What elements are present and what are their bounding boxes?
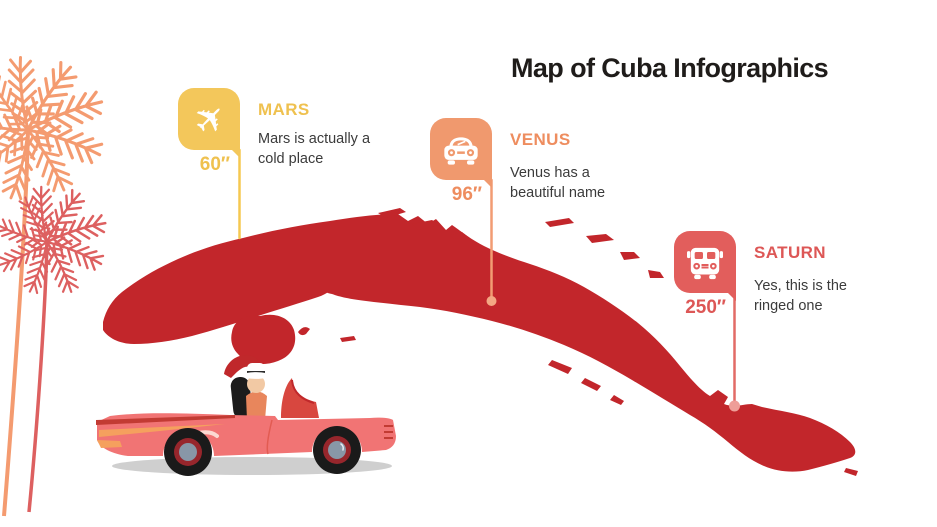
bus-icon (687, 247, 723, 280)
venus-text-block: VENUS Venus has a beautiful name (510, 130, 628, 203)
saturn-pin (674, 231, 736, 293)
car-icon (444, 137, 478, 165)
rear-wheel (164, 428, 212, 476)
venus-endpoint-dot (486, 296, 497, 306)
page-title: Map of Cuba Infographics (511, 53, 829, 83)
plane-icon: ✈ (183, 92, 238, 146)
venus-pin (430, 118, 492, 180)
marker-title: MARS (258, 100, 310, 119)
marker-title: VENUS (510, 130, 571, 149)
mars-pin: ✈ (178, 88, 240, 150)
saturn-endpoint-dot (729, 400, 740, 412)
marker-value: 96″ (451, 184, 482, 205)
marker-saturn: SATURN Yes, this is the ringed one 250″ (674, 231, 904, 351)
marker-value: 60″ (199, 154, 230, 175)
front-wheel (313, 426, 361, 474)
marker-description: Yes, this is the ringed one (754, 278, 847, 314)
palm-tree-red (0, 185, 110, 513)
palm-tree-orange (0, 56, 109, 517)
leader-lines (238, 148, 740, 412)
classic-car (96, 355, 396, 476)
marker-description: Venus has a beautiful name (510, 165, 606, 201)
cuba-map (103, 208, 858, 476)
marker-value: 250″ (685, 297, 726, 318)
saturn-text-block: SATURN Yes, this is the ringed one (754, 243, 872, 316)
marker-description: Mars is actually a cold place (258, 131, 371, 167)
mars-text-block: MARS Mars is actually a cold place (258, 100, 398, 169)
marker-title: SATURN (754, 243, 826, 262)
marker-venus: VENUS Venus has a beautiful name 96″ (430, 118, 660, 238)
marker-mars: ✈ MARS Mars is actually a cold place 60″ (178, 88, 408, 208)
